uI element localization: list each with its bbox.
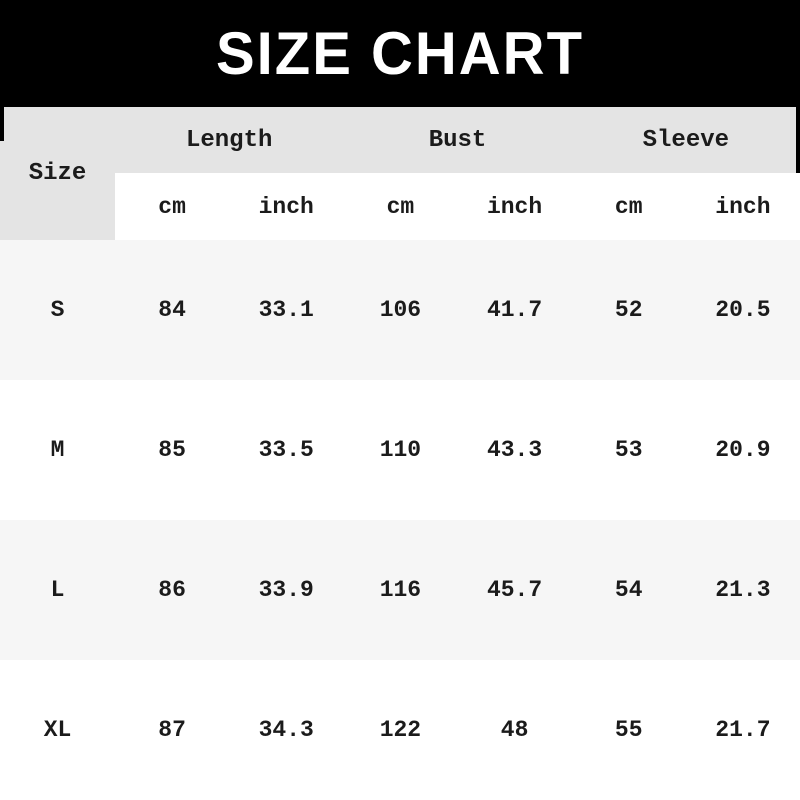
table-cell: 85 (115, 380, 230, 520)
table-cell: 54 (571, 520, 686, 660)
header-unit-sleeve-cm: cm (571, 173, 686, 240)
table-left-edge-artifact (0, 107, 4, 141)
banner: SIZE CHART (0, 0, 800, 107)
header-unit-bust-inch: inch (457, 173, 572, 240)
table-cell: 33.5 (229, 380, 344, 520)
table-cell: 87 (115, 660, 230, 800)
table-cell: 33.9 (229, 520, 344, 660)
header-unit-sleeve-inch: inch (685, 173, 800, 240)
table-header-group-row: Size Length Bust Sleeve (0, 107, 800, 240)
page-title: SIZE CHART (216, 19, 584, 88)
table-cell: 55 (571, 660, 686, 800)
row-size-label: S (0, 240, 115, 380)
table-cell: 34.3 (229, 660, 344, 800)
table-cell: 21.7 (685, 660, 800, 800)
row-size-label: M (0, 380, 115, 520)
table-right-edge-artifact (796, 107, 800, 173)
table-cell: 86 (115, 520, 230, 660)
table-row-xl: XL 87 34.3 122 48 55 21.7 (0, 660, 800, 800)
table-cell: 48 (457, 660, 572, 800)
header-unit-bust-cm: cm (343, 173, 458, 240)
table-header-unit-row: cm inch cm inch cm inch (0, 173, 800, 240)
size-table: Size Length Bust Sleeve cm inch cm inch … (0, 107, 800, 800)
table-row-s: S 84 33.1 106 41.7 52 20.5 (0, 240, 800, 380)
header-group-sleeve: Sleeve (571, 107, 800, 173)
table-cell: 45.7 (457, 520, 572, 660)
header-size: Size (0, 107, 115, 240)
header-group-length: Length (115, 107, 344, 173)
table-row-m: M 85 33.5 110 43.3 53 20.9 (0, 380, 800, 520)
table-cell: 52 (571, 240, 686, 380)
table-cell: 41.7 (457, 240, 572, 380)
table-cell: 106 (343, 240, 458, 380)
table-cell: 84 (115, 240, 230, 380)
row-size-label: XL (0, 660, 115, 800)
table-cell: 20.9 (685, 380, 800, 520)
table-cell: 122 (343, 660, 458, 800)
header-unit-length-cm: cm (115, 173, 230, 240)
row-size-label: L (0, 520, 115, 660)
table-cell: 53 (571, 380, 686, 520)
table-cell: 43.3 (457, 380, 572, 520)
table-cell: 116 (343, 520, 458, 660)
table-row-l: L 86 33.9 116 45.7 54 21.3 (0, 520, 800, 660)
header-group-bust: Bust (343, 107, 572, 173)
table-cell: 110 (343, 380, 458, 520)
table-cell: 21.3 (685, 520, 800, 660)
table-cell: 33.1 (229, 240, 344, 380)
header-unit-length-inch: inch (229, 173, 344, 240)
table-cell: 20.5 (685, 240, 800, 380)
